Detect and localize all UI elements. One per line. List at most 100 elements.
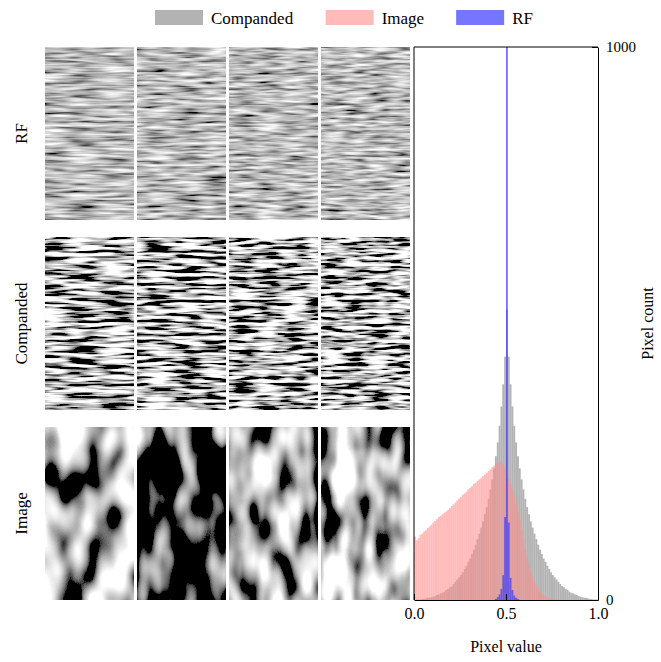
histogram-bar <box>475 483 477 600</box>
histogram-bar <box>515 442 517 600</box>
histogram-bar <box>535 586 537 600</box>
histogram-bar <box>530 571 532 600</box>
histogram-bar <box>537 600 539 601</box>
histogram-bar <box>515 598 517 600</box>
texture-panel <box>230 427 318 600</box>
histogram-bar <box>510 578 512 600</box>
histogram-bar <box>563 600 565 601</box>
histogram-bar <box>453 504 455 600</box>
histogram-bar <box>484 474 486 600</box>
row-label: Companded <box>12 282 31 365</box>
histogram-bar <box>510 384 512 600</box>
histogram-bar <box>541 600 543 601</box>
histogram-bar <box>442 514 444 600</box>
histogram-bar <box>541 594 543 600</box>
histogram-bar <box>521 600 523 601</box>
histogram-bar <box>480 600 482 601</box>
tick-mark <box>592 47 598 48</box>
texture-panel <box>230 47 318 220</box>
histogram-bar <box>488 600 490 601</box>
histogram-bar <box>524 499 526 600</box>
histogram-bar <box>489 600 491 601</box>
histogram-bar <box>499 462 501 600</box>
histogram-bar <box>550 600 552 601</box>
histogram-bar <box>592 600 594 601</box>
histogram-bar <box>502 384 504 600</box>
histogram-bar <box>523 600 525 601</box>
histogram-bar <box>565 589 567 600</box>
x-axis: 0.00.51.0 <box>405 594 609 622</box>
histogram-bar <box>467 600 469 601</box>
histogram-bar <box>581 600 583 601</box>
histogram-bar <box>545 600 547 601</box>
histogram-bar <box>596 599 598 600</box>
histogram-bar <box>592 599 594 600</box>
histogram-bar <box>545 597 547 600</box>
texture-panel <box>137 237 225 410</box>
histogram-bar <box>543 600 545 601</box>
histogram-bar <box>528 565 530 600</box>
histogram-bar <box>473 600 475 601</box>
histogram-bar <box>572 600 574 601</box>
histogram-bar <box>572 600 574 601</box>
histogram-bar <box>556 580 558 600</box>
histogram-bar <box>454 600 456 601</box>
histogram-bar <box>558 599 560 600</box>
histogram-bar <box>512 489 514 600</box>
histogram-bar <box>580 600 582 601</box>
histogram-bar <box>431 525 433 600</box>
histogram-bar <box>546 600 548 601</box>
histogram-bar <box>502 464 504 600</box>
histogram-bar <box>431 600 433 601</box>
tick-mark <box>592 600 598 601</box>
legend-label: Companded <box>211 9 294 28</box>
histogram-bar <box>515 503 517 600</box>
histogram-bar <box>576 595 578 600</box>
histogram-bar <box>482 476 484 600</box>
histogram-bar <box>592 600 594 601</box>
histogram-bar <box>517 599 519 600</box>
histogram-bar <box>530 600 532 601</box>
histogram-bar <box>585 598 587 600</box>
histogram-bar <box>436 600 438 601</box>
axis-line <box>415 600 599 601</box>
histogram-bar <box>436 519 438 600</box>
histogram-bar <box>495 464 497 600</box>
histogram-bar <box>491 467 493 600</box>
histogram-bar <box>523 539 525 600</box>
histogram-bar <box>513 426 515 600</box>
image-grid: RFCompandedImage <box>12 47 410 600</box>
histogram-bar <box>434 521 436 600</box>
histogram-bar <box>563 587 565 600</box>
histogram-bar <box>499 426 501 600</box>
histogram-bar <box>464 493 466 600</box>
histogram-bar <box>574 600 576 601</box>
histogram-bar <box>585 600 587 601</box>
texture-panel <box>230 237 318 410</box>
texture-panel <box>322 237 410 410</box>
histogram-bar <box>578 600 580 601</box>
histogram-bar <box>519 468 521 600</box>
histogram-bar <box>539 550 541 600</box>
histogram-bar <box>502 575 504 600</box>
tick: 0 <box>592 592 614 608</box>
histogram-bar <box>534 534 536 600</box>
histogram-bar <box>500 406 502 600</box>
histogram-bar <box>517 512 519 600</box>
texture-panel <box>137 427 225 600</box>
histogram-bar <box>532 600 534 601</box>
histogram-bar <box>425 530 427 600</box>
histogram-bar <box>432 600 434 601</box>
histogram-bar <box>583 598 585 600</box>
histogram-bar <box>445 600 447 601</box>
histogram-bar <box>521 479 523 600</box>
histogram-bar <box>565 600 567 601</box>
histogram-bar <box>552 600 554 601</box>
histogram-bar <box>587 600 589 601</box>
histogram-bar <box>508 357 510 600</box>
histogram-bar <box>504 517 506 600</box>
histogram-bar <box>495 456 497 600</box>
histogram-bar <box>526 600 528 601</box>
histogram-bar <box>500 589 502 600</box>
series-bars <box>414 462 561 600</box>
